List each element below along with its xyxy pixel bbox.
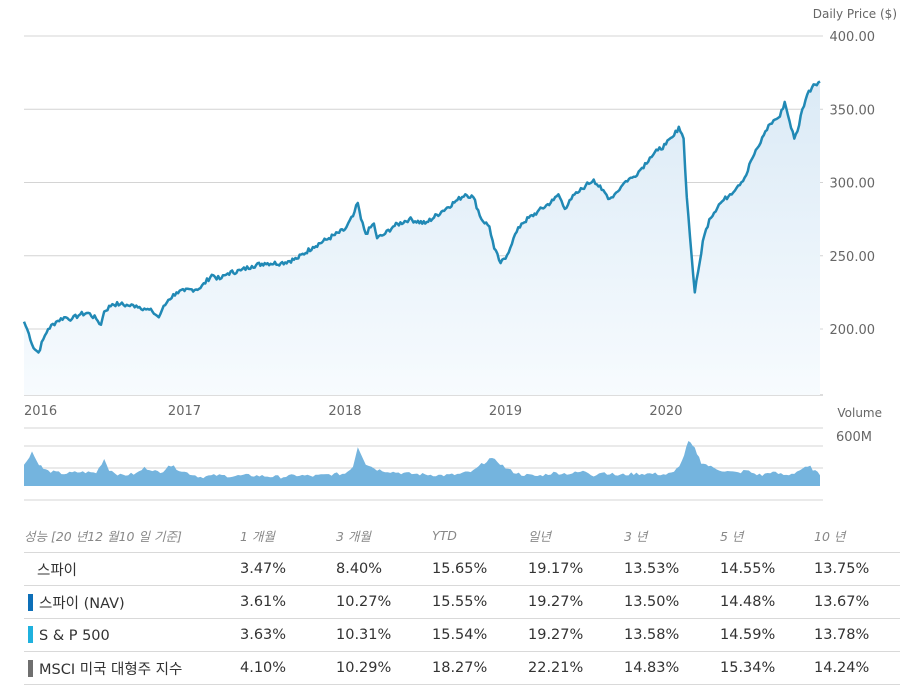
price-volume-chart: Daily Price ($) 400.00 350.00 300.00 250.00… — [22, 7, 897, 501]
row-name-label: 스파이 — [37, 562, 78, 579]
table-cell: 14.48% — [720, 585, 814, 619]
year-tick-labels: 2016 2017 2018 2019 2020 — [24, 404, 682, 419]
price-tick-label: 200.00 — [830, 323, 876, 338]
year-tick-label: 2018 — [328, 404, 361, 419]
header-performance-date: 성능 [20 년12 월10 일 기준] — [24, 518, 240, 553]
price-area-fill — [24, 81, 820, 396]
table-cell: 19.27% — [528, 618, 624, 652]
header-1-month: 1 개월 — [240, 518, 336, 553]
header-3-year: 3 년 — [624, 518, 720, 553]
row-name-label: MSCI 미국 대형주 지수 — [39, 661, 183, 678]
table-row: 스파이 (NAV) 3.61% 10.27% 15.55% 19.27% 13.… — [24, 585, 900, 619]
table-row: 스파이 3.47% 8.40% 15.65% 19.17% 13.53% 14.… — [24, 552, 900, 586]
table-cell: 19.17% — [528, 552, 624, 586]
row-name-spy-nav: 스파이 (NAV) — [24, 585, 240, 619]
row-name-spy: 스파이 — [24, 552, 240, 586]
row-name-sp500[interactable]: S & P 500 — [24, 618, 240, 652]
table-cell: 15.34% — [720, 651, 814, 685]
sp500-link[interactable]: S & P 500 — [39, 628, 110, 644]
table-cell: 3.61% — [240, 585, 336, 619]
price-tick-labels: 400.00 350.00 300.00 250.00 200.00 — [830, 30, 876, 338]
table-cell: 13.53% — [624, 552, 720, 586]
table-cell: 8.40% — [336, 552, 432, 586]
header-1-year: 일년 — [528, 518, 624, 553]
msci-color-swatch — [28, 659, 33, 677]
header-3-month: 3 개월 — [336, 518, 432, 553]
price-tick-label: 300.00 — [830, 177, 876, 192]
performance-table: 성능 [20 년12 월10 일 기준] 1 개월 3 개월 YTD 일년 3 … — [24, 518, 900, 685]
table-cell: 14.83% — [624, 651, 720, 685]
price-axis-label: Daily Price ($) — [813, 7, 897, 21]
table-cell: 19.27% — [528, 585, 624, 619]
table-cell: 14.59% — [720, 618, 814, 652]
year-tick-label: 2017 — [168, 404, 201, 419]
table-cell: 13.67% — [814, 585, 900, 619]
price-tick-label: 400.00 — [830, 30, 876, 45]
volume-tick-labels: 600M — [836, 430, 872, 445]
table-cell: 18.27% — [432, 651, 528, 685]
header-5-year: 5 년 — [720, 518, 814, 553]
table-cell: 13.75% — [814, 552, 900, 586]
table-cell: 10.29% — [336, 651, 432, 685]
table-cell: 15.65% — [432, 552, 528, 586]
header-ytd: YTD — [432, 518, 528, 553]
row-name-msci: MSCI 미국 대형주 지수 — [24, 651, 240, 685]
table-cell: 3.63% — [240, 618, 336, 652]
table-cell: 14.55% — [720, 552, 814, 586]
table-cell: 13.50% — [624, 585, 720, 619]
nav-color-swatch — [28, 593, 33, 611]
sp500-color-swatch — [28, 626, 33, 643]
table-cell: 13.58% — [624, 618, 720, 652]
table-row: MSCI 미국 대형주 지수 4.10% 10.29% 18.27% 22.21… — [24, 651, 900, 685]
volume-area — [24, 441, 820, 486]
table-cell: 10.27% — [336, 585, 432, 619]
volume-tick-label: 600M — [836, 430, 872, 445]
table-cell: 15.54% — [432, 618, 528, 652]
table-row: S & P 500 3.63% 10.31% 15.54% 19.27% 13.… — [24, 618, 900, 652]
price-line — [22, 80, 821, 354]
table-cell: 22.21% — [528, 651, 624, 685]
table-cell: 13.78% — [814, 618, 900, 652]
year-tick-label: 2016 — [24, 404, 57, 419]
performance-header-row: 성능 [20 년12 월10 일 기준] 1 개월 3 개월 YTD 일년 3 … — [24, 518, 900, 553]
year-tick-label: 2020 — [649, 404, 682, 419]
table-cell: 10.31% — [336, 618, 432, 652]
table-cell: 3.47% — [240, 552, 336, 586]
price-tick-label: 250.00 — [830, 250, 876, 265]
table-cell: 15.55% — [432, 585, 528, 619]
table-cell: 4.10% — [240, 651, 336, 685]
volume-axis-label: Volume — [837, 406, 882, 420]
table-cell: 14.24% — [814, 651, 900, 685]
year-tick-label: 2019 — [489, 404, 522, 419]
row-name-label: 스파이 (NAV) — [39, 595, 125, 612]
price-tick-label: 350.00 — [830, 103, 876, 118]
header-10-year: 10 년 — [814, 518, 900, 553]
